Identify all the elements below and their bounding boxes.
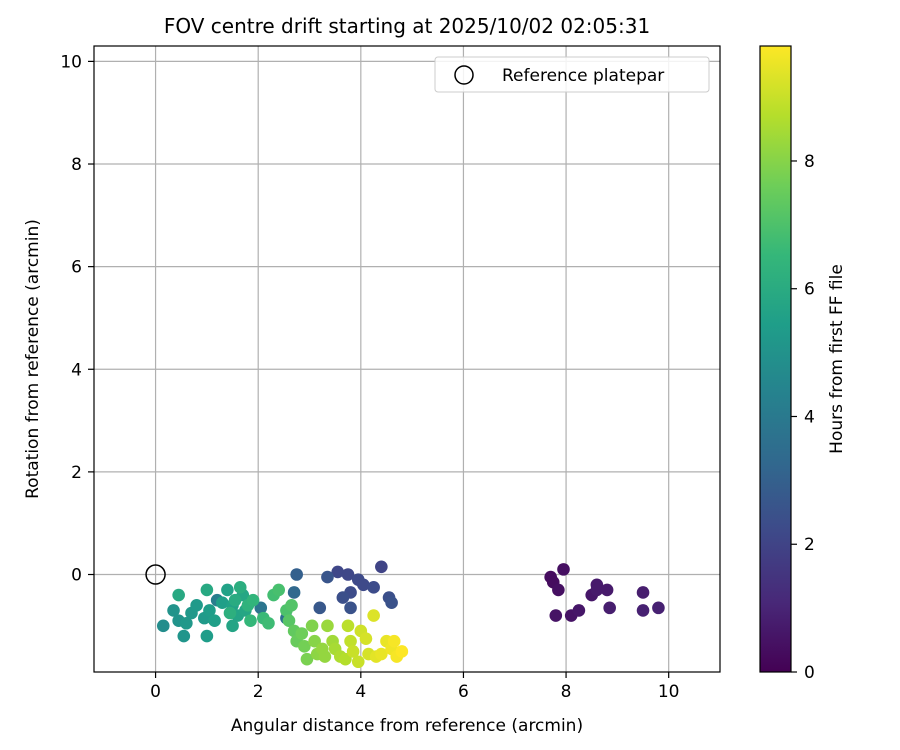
data-point — [341, 619, 355, 633]
data-point — [321, 619, 334, 633]
colorbar-gradient — [759, 45, 792, 673]
data-point — [357, 578, 370, 592]
data-point — [305, 619, 319, 633]
x-tick-label: 0 — [150, 682, 161, 702]
y-tick-label: 4 — [71, 360, 82, 380]
data-point — [318, 650, 332, 663]
data-point — [557, 563, 570, 576]
data-point — [359, 632, 373, 645]
x-tick-label: 2 — [253, 682, 264, 702]
colorbar-tick-label: 2 — [804, 535, 815, 555]
legend-box — [434, 56, 710, 93]
data-point — [180, 616, 193, 630]
legend-label: Reference platepar — [502, 66, 664, 86]
y-tick-label: 8 — [71, 155, 82, 175]
data-point — [339, 652, 352, 666]
data-point — [290, 568, 303, 581]
data-point — [228, 593, 242, 607]
data-point — [215, 596, 229, 610]
data-point — [344, 634, 357, 648]
data-point — [208, 614, 221, 627]
data-point — [223, 606, 237, 620]
data-point — [375, 647, 388, 661]
data-point — [233, 581, 247, 594]
y-tick-label: 10 — [60, 52, 82, 72]
data-point — [367, 609, 380, 622]
y-axis-label: Rotation from reference (arcmin) — [23, 219, 43, 499]
data-points — [156, 560, 665, 669]
data-point — [313, 601, 327, 615]
data-point — [295, 627, 309, 640]
reference-platepar-marker — [145, 564, 166, 585]
data-point — [336, 591, 350, 604]
colorbar-ticks: 0 2 4 6 8 — [791, 152, 815, 683]
data-point — [331, 565, 345, 579]
data-point — [300, 652, 314, 666]
colorbar-label: Hours from first FF file — [827, 264, 847, 454]
data-point — [572, 604, 586, 617]
data-point — [246, 593, 260, 607]
data-point — [375, 560, 388, 574]
data-point — [552, 583, 565, 597]
data-point — [190, 598, 203, 612]
data-point — [308, 634, 321, 648]
data-point — [262, 616, 275, 630]
data-point — [226, 619, 239, 633]
reference-layer — [145, 564, 166, 585]
data-point — [590, 583, 604, 597]
x-tick-label: 6 — [458, 682, 469, 702]
data-point — [344, 601, 357, 615]
data-point — [395, 645, 409, 658]
data-point — [549, 609, 563, 622]
data-point — [636, 586, 650, 599]
data-point — [285, 598, 298, 612]
y-tick-label: 2 — [71, 463, 82, 483]
x-tick-label: 10 — [658, 682, 680, 702]
y-tick-label: 6 — [71, 258, 82, 278]
y-tick-label: 0 — [71, 566, 82, 586]
data-point — [177, 629, 191, 643]
data-point — [244, 614, 257, 627]
colorbar-tick-label: 0 — [804, 663, 815, 683]
data-point — [636, 604, 650, 617]
data-point — [298, 640, 311, 653]
colorbar-tick-label: 6 — [804, 280, 815, 300]
data-point — [200, 629, 214, 643]
data-point — [203, 604, 216, 617]
legend: Reference platepar — [434, 56, 710, 93]
data-point — [172, 588, 185, 602]
data-point — [367, 581, 380, 594]
y-axis-ticks: 0 2 4 6 8 10 — [60, 52, 94, 586]
x-tick-label: 4 — [355, 682, 366, 702]
x-axis-ticks: 0 2 4 6 8 10 — [150, 672, 680, 702]
data-point — [282, 614, 296, 627]
data-point — [652, 601, 665, 615]
data-point — [221, 583, 234, 597]
data-point — [156, 619, 170, 633]
x-tick-label: 8 — [561, 682, 572, 702]
grid-lines — [94, 46, 720, 672]
data-point — [200, 583, 214, 597]
data-point — [321, 570, 334, 584]
data-point — [603, 601, 616, 615]
x-axis-label: Angular distance from reference (arcmin) — [231, 716, 583, 736]
colorbar-tick-label: 8 — [804, 152, 815, 172]
data-point — [385, 596, 398, 610]
data-point — [167, 604, 180, 617]
data-point — [272, 583, 286, 597]
data-point — [600, 583, 614, 597]
plot-frame — [93, 45, 721, 673]
data-point — [287, 586, 301, 599]
data-point — [387, 634, 401, 648]
colorbar-tick-label: 4 — [804, 407, 815, 427]
data-point — [346, 645, 360, 658]
plot-area: 0 2 4 6 8 10 0 2 4 6 8 10 — [60, 45, 721, 702]
data-point — [341, 568, 355, 581]
data-point — [351, 655, 365, 669]
colorbar: 0 2 4 6 8 Hours from first FF file — [759, 45, 847, 683]
legend-marker-circle — [454, 65, 474, 85]
data-point — [254, 601, 268, 615]
chart-title: FOV centre drift starting at 2025/10/02 … — [164, 14, 650, 38]
